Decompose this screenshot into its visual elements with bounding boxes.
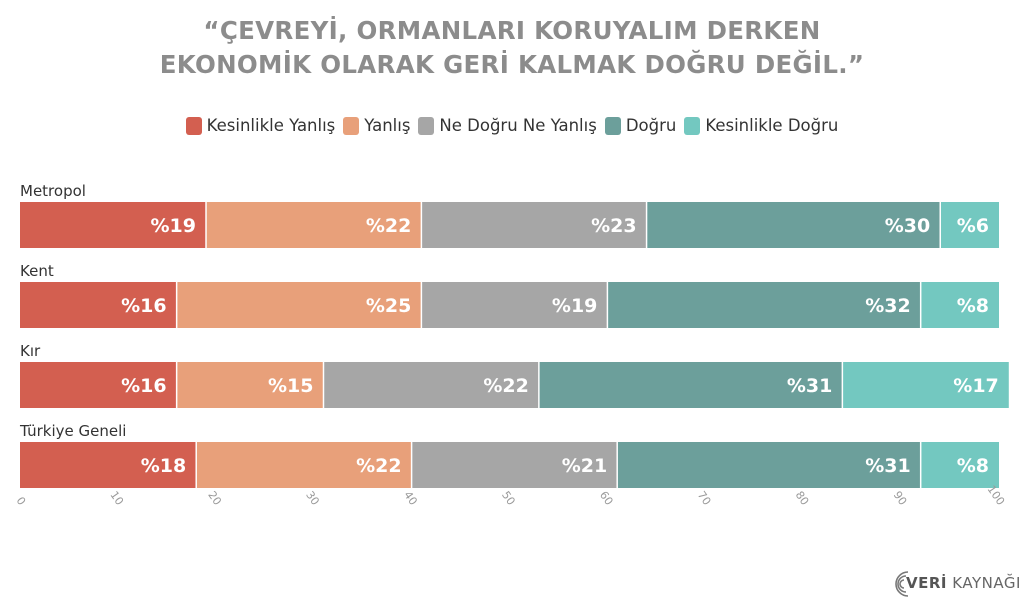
legend-swatch-kesinlikle-yanlis bbox=[185, 116, 202, 135]
data-label-turkiye-geneli-dogru: %31 bbox=[865, 455, 910, 477]
bar-segment-kir-yanlis bbox=[176, 362, 324, 408]
bar-segment-kir-kesinlikle-dogru bbox=[842, 362, 1009, 408]
legend-item-kesinlikle-dogru: Kesinlikle Doğru bbox=[684, 116, 838, 135]
data-label-metropol-yanlis: %22 bbox=[366, 215, 411, 237]
data-label-kir-yanlis: %15 bbox=[268, 375, 313, 397]
row-label-kir: Kır bbox=[20, 342, 41, 360]
data-label-kent-dogru: %32 bbox=[865, 295, 910, 317]
legend-item-ne-dogru-ne-yanlis: Ne Doğru Ne Yanlış bbox=[418, 116, 597, 135]
row-label-kent: Kent bbox=[20, 262, 54, 280]
row-label-turkiye-geneli: Türkiye Geneli bbox=[20, 422, 127, 440]
chart-title-line-2: EKONOMİK OLARAK GERİ KALMAK DOĞRU DEĞİL.… bbox=[159, 50, 865, 79]
data-label-kent-yanlis: %25 bbox=[366, 295, 411, 317]
legend-label-dogru: Doğru bbox=[625, 116, 677, 135]
x-tick-label-30: 30 bbox=[303, 489, 322, 508]
data-label-kent-kesinlikle-yanlis: %16 bbox=[121, 295, 166, 317]
bar-segment-metropol-ne-dogru-ne-yanlis bbox=[421, 202, 647, 248]
data-label-metropol-ne-dogru-ne-yanlis: %23 bbox=[591, 215, 636, 237]
bar-segment-kir-kesinlikle-yanlis bbox=[20, 362, 177, 408]
x-tick-label-80: 80 bbox=[793, 489, 812, 508]
bar-segment-metropol-kesinlikle-dogru bbox=[940, 202, 999, 248]
x-tick-label-50: 50 bbox=[499, 489, 518, 508]
data-label-metropol-kesinlikle-dogru: %6 bbox=[957, 215, 989, 237]
x-tick-label-0: 0 bbox=[14, 495, 29, 508]
legend-label-yanlis: Yanlış bbox=[364, 116, 411, 135]
x-tick-label-10: 10 bbox=[107, 489, 126, 508]
logo-text-regular: KAYNAĞI bbox=[952, 574, 1021, 592]
legend-item-kesinlikle-yanlis: Kesinlikle Yanlış bbox=[185, 116, 336, 135]
bar-segment-turkiye-geneli-kesinlikle-yanlis bbox=[20, 442, 197, 488]
bar-segment-turkiye-geneli-yanlis bbox=[196, 442, 412, 488]
x-tick-label-20: 20 bbox=[205, 489, 224, 508]
legend: Kesinlikle Yanlış Yanlış Ne Doğru Ne Yan… bbox=[0, 116, 1024, 135]
data-label-metropol-kesinlikle-yanlis: %19 bbox=[151, 215, 196, 237]
bar-segment-kir-ne-dogru-ne-yanlis bbox=[323, 362, 539, 408]
data-label-turkiye-geneli-kesinlikle-yanlis: %18 bbox=[141, 455, 186, 477]
logo-text: VERİ KAYNAĞI bbox=[906, 574, 1021, 592]
bar-segment-turkiye-geneli-ne-dogru-ne-yanlis bbox=[411, 442, 618, 488]
row-label-metropol: Metropol bbox=[20, 182, 86, 200]
data-label-kir-dogru: %31 bbox=[787, 375, 832, 397]
data-label-kent-kesinlikle-dogru: %8 bbox=[957, 295, 989, 317]
bar-segment-kent-ne-dogru-ne-yanlis bbox=[421, 282, 608, 328]
concentric-arcs-icon bbox=[895, 571, 909, 597]
legend-swatch-kesinlikle-dogru bbox=[684, 116, 701, 135]
bar-segment-kir-dogru bbox=[538, 362, 843, 408]
data-label-turkiye-geneli-yanlis: %22 bbox=[356, 455, 401, 477]
bar-segment-kent-yanlis bbox=[176, 282, 422, 328]
data-label-metropol-dogru: %30 bbox=[885, 215, 930, 237]
legend-swatch-dogru bbox=[604, 116, 621, 135]
logo-text-bold: VERİ bbox=[906, 574, 947, 592]
bar-segment-kent-dogru bbox=[607, 282, 921, 328]
legend-swatch-yanlis bbox=[343, 116, 360, 135]
stacked-bar-chart: %19 %22 %23 %30 %6 %16 %25 %19 %32 %8 %16 %15 %22 %31… bbox=[14, 202, 1009, 508]
bar-segment-kent-kesinlikle-dogru bbox=[920, 282, 999, 328]
data-label-kir-kesinlikle-yanlis: %16 bbox=[121, 375, 166, 397]
legend-label-kesinlikle-dogru: Kesinlikle Doğru bbox=[705, 116, 839, 135]
legend-label-kesinlikle-yanlis: Kesinlikle Yanlış bbox=[206, 116, 336, 135]
legend-label-ne-dogru-ne-yanlis: Ne Doğru Ne Yanlış bbox=[439, 116, 597, 135]
chart-title: “ÇEVREYİ, ORMANLARI KORUYALIM DERKEN EKO… bbox=[0, 14, 1024, 82]
legend-item-dogru: Doğru bbox=[604, 116, 677, 135]
chart-title-line-1: “ÇEVREYİ, ORMANLARI KORUYALIM DERKEN bbox=[203, 16, 821, 45]
data-label-kent-ne-dogru-ne-yanlis: %19 bbox=[552, 295, 597, 317]
bar-segment-metropol-yanlis bbox=[206, 202, 422, 248]
data-label-turkiye-geneli-ne-dogru-ne-yanlis: %21 bbox=[562, 455, 607, 477]
bar-segment-metropol-kesinlikle-yanlis bbox=[20, 202, 207, 248]
bar-segment-kent-kesinlikle-yanlis bbox=[20, 282, 177, 328]
x-tick-label-70: 70 bbox=[695, 489, 714, 508]
x-tick-label-40: 40 bbox=[401, 489, 420, 508]
data-label-kir-ne-dogru-ne-yanlis: %22 bbox=[483, 375, 528, 397]
bar-segment-turkiye-geneli-dogru bbox=[617, 442, 921, 488]
x-tick-label-90: 90 bbox=[891, 489, 910, 508]
legend-swatch-ne-dogru-ne-yanlis bbox=[418, 116, 435, 135]
data-label-kir-kesinlikle-dogru: %17 bbox=[953, 375, 998, 397]
x-tick-label-60: 60 bbox=[597, 489, 616, 508]
data-label-turkiye-geneli-kesinlikle-dogru: %8 bbox=[957, 455, 989, 477]
legend-item-yanlis: Yanlış bbox=[343, 116, 410, 135]
bar-segment-metropol-dogru bbox=[646, 202, 941, 248]
bar-segment-turkiye-geneli-kesinlikle-dogru bbox=[920, 442, 999, 488]
veri-kaynagi-logo: VERİ KAYNAĞI bbox=[886, 564, 1020, 600]
